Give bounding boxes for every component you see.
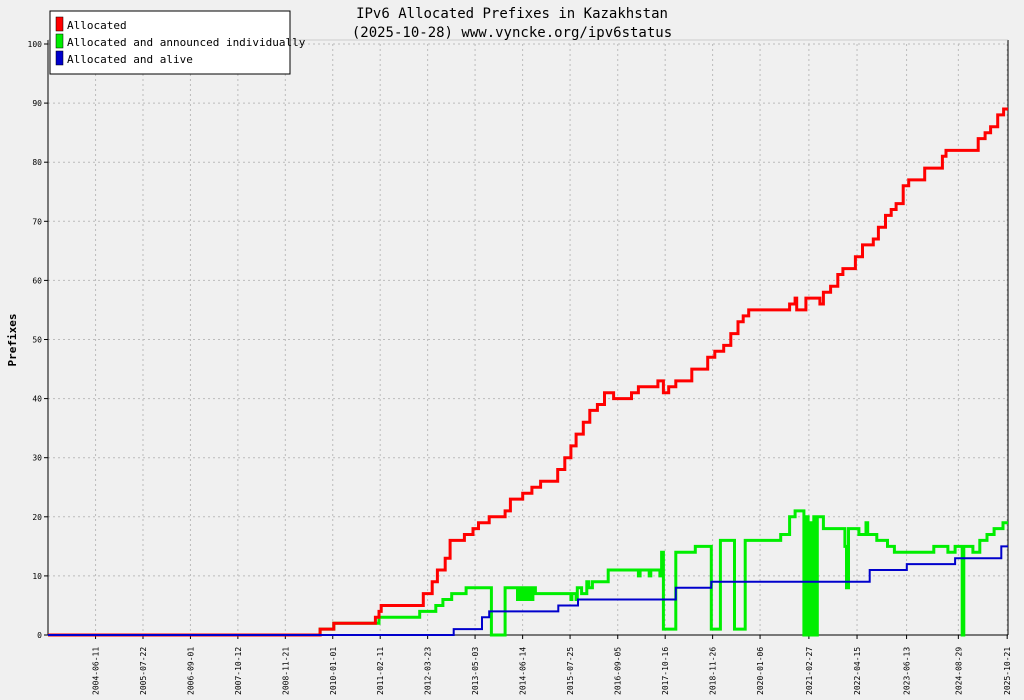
legend-swatch-announced [55, 33, 64, 49]
legend-swatch-alive [55, 50, 64, 66]
x-tick-label: 2010-01-01 [329, 647, 338, 695]
x-tick-label: 2014-06-14 [519, 647, 528, 695]
x-tick-label: 2006-09-01 [186, 647, 195, 695]
x-tick-label: 2008-11-21 [281, 647, 290, 695]
series-line-announced [48, 509, 1008, 637]
axes: 0 10 20 30 40 50 60 70 80 90 100 2004-06-11 2005-07-… [28, 39, 1012, 695]
x-tick-label: 2021-02-27 [805, 647, 814, 695]
y-tick-label: 60 [32, 276, 42, 285]
legend-swatch-allocated [55, 16, 64, 32]
x-tick-label: 2023-06-13 [903, 647, 912, 695]
x-tick-label: 2018-11-26 [709, 647, 718, 695]
x-tick-label: 2024-08-29 [954, 647, 963, 695]
y-tick-label: 50 [32, 336, 42, 345]
legend: Allocated Allocated and announced indivi… [49, 10, 306, 75]
y-tick-label: 70 [32, 217, 42, 226]
x-tick-label: 2022-04-15 [853, 647, 862, 695]
series-line-alive [48, 545, 1008, 636]
x-tick-label: 2012-03-23 [424, 647, 433, 695]
legend-label-allocated: Allocated [67, 19, 127, 32]
x-tick-label: 2020-01-06 [756, 647, 765, 695]
y-tick-label: 80 [32, 158, 42, 167]
legend-label-alive: Allocated and alive [67, 53, 193, 66]
y-tick-label: 40 [32, 395, 42, 404]
legend-box [49, 10, 291, 75]
grid [48, 43, 1008, 635]
x-tick-label: 2016-09-05 [614, 647, 623, 695]
x-tick-label: 2004-06-11 [92, 647, 101, 695]
series-layer [48, 107, 1008, 637]
x-tick-label: 2025-10-21 [1003, 647, 1012, 695]
x-tick-label: 2017-10-16 [661, 647, 670, 695]
y-tick-label: 20 [32, 513, 42, 522]
x-tick-label: 2005-07-22 [139, 647, 148, 695]
x-tick-label: 2011-02-11 [376, 647, 385, 695]
y-tick-label: 10 [32, 572, 42, 581]
y-tick-label: 90 [32, 99, 42, 108]
x-tick-label: 2015-07-25 [566, 647, 575, 695]
y-tick-label: 30 [32, 454, 42, 463]
chart-subtitle: (2025-10-28) www.vyncke.org/ipv6status [352, 25, 672, 41]
x-tick-label: 2013-05-03 [471, 647, 480, 695]
chart-title: IPv6 Allocated Prefixes in Kazakhstan [356, 6, 668, 22]
y-tick-label: 100 [28, 40, 43, 49]
series-line-allocated [48, 107, 1008, 637]
y-tick-label: 0 [37, 631, 42, 640]
legend-label-announced: Allocated and announced individually [67, 36, 306, 49]
y-axis-label: Prefixes [6, 314, 19, 367]
x-tick-label: 2007-10-12 [234, 647, 243, 695]
